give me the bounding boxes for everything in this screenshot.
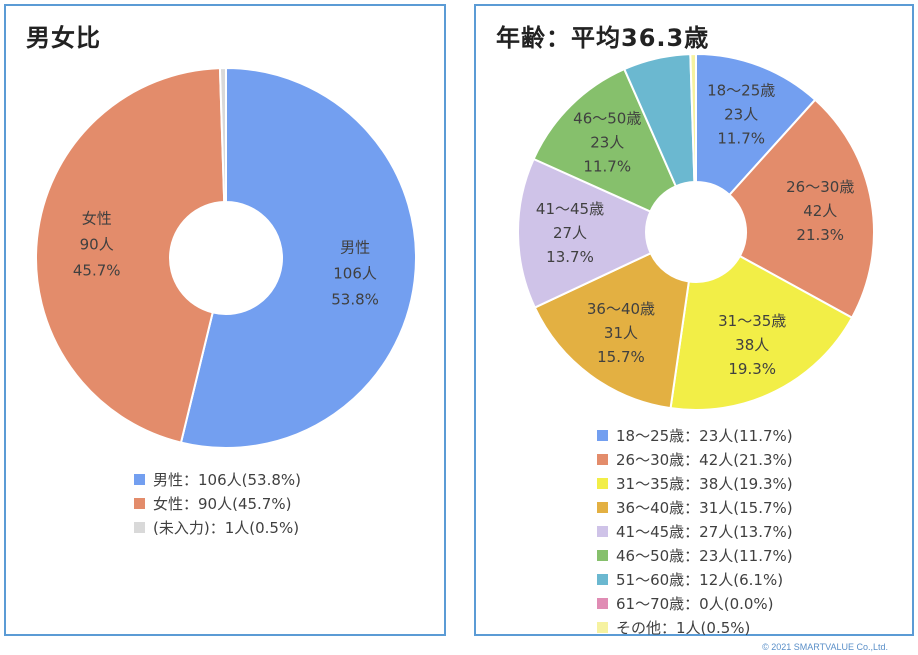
slice-label-name: 46～50歳 bbox=[573, 110, 641, 128]
slice-label-name: 36～40歳 bbox=[587, 300, 655, 318]
slice-label-name: 31～35歳 bbox=[718, 312, 786, 330]
legend-item: その他：1人(0.5%) bbox=[597, 616, 793, 640]
legend-label: 46～50歳：23人(11.7%) bbox=[616, 547, 793, 565]
legend-item: 36～40歳：31人(15.7%) bbox=[597, 496, 793, 520]
legend-swatch bbox=[597, 574, 608, 585]
slice-label-count: 23人 bbox=[724, 105, 758, 123]
slice-label-count: 106人 bbox=[333, 265, 377, 283]
legend-swatch bbox=[134, 474, 145, 485]
gender-legend: 男性：106人(53.8%) 女性：90人(45.7%) (未入力)：1人(0.5%… bbox=[134, 468, 301, 540]
legend-item: 26～30歳：42人(21.3%) bbox=[597, 448, 793, 472]
slice-label-percent: 45.7% bbox=[73, 262, 121, 280]
pie-slice bbox=[689, 52, 697, 184]
legend-item: 男性：106人(53.8%) bbox=[134, 468, 301, 492]
legend-item: (未入力)：1人(0.5%) bbox=[134, 516, 301, 540]
legend-label: 26～30歳：42人(21.3%) bbox=[616, 451, 793, 469]
legend-item: 18～25歳：23人(11.7%) bbox=[597, 424, 793, 448]
legend-swatch bbox=[134, 498, 145, 509]
pie-slice bbox=[533, 251, 690, 410]
legend-swatch bbox=[597, 598, 608, 609]
legend-label: 51～60歳：12人(6.1%) bbox=[616, 571, 784, 589]
legend-swatch bbox=[134, 522, 145, 533]
legend-item: 41～45歳：27人(13.7%) bbox=[597, 520, 793, 544]
legend-item: 31～35歳：38人(19.3%) bbox=[597, 472, 793, 496]
pie-slice bbox=[532, 67, 678, 213]
legend-swatch bbox=[597, 622, 608, 633]
pie-slice bbox=[35, 67, 226, 444]
gender-chart-panel: 男女比 男性 106人 53.8% 女性 90人 45.7% 男性：106人(53.8%)… bbox=[4, 4, 446, 636]
legend-label: 男性：106人(53.8%) bbox=[153, 471, 301, 489]
legend-swatch bbox=[597, 526, 608, 537]
slice-label-percent: 53.8% bbox=[331, 291, 379, 309]
slice-label-count: 31人 bbox=[604, 324, 638, 342]
copyright-text: © 2021 SMARTVALUE Co.,Ltd. bbox=[762, 642, 888, 652]
age-donut-chart: 18～25歳 23人 11.7% 26～30歳 42人 21.3% 31～35歳 38人 19.… bbox=[517, 52, 875, 411]
legend-swatch bbox=[597, 478, 608, 489]
slice-label-percent: 21.3% bbox=[796, 226, 844, 244]
slice-label-percent: 19.3% bbox=[728, 360, 776, 378]
legend-label: 31～35歳：38人(19.3%) bbox=[616, 475, 793, 493]
gender-chart-title: 男女比 bbox=[26, 24, 101, 52]
slice-label-count: 38人 bbox=[735, 336, 769, 354]
age-legend: 18～25歳：23人(11.7%) 26～30歳：42人(21.3%) 31～35歳… bbox=[597, 424, 793, 640]
slice-label-name: 女性 bbox=[82, 210, 112, 228]
pie-slice bbox=[517, 157, 653, 309]
legend-label: 女性：90人(45.7%) bbox=[153, 495, 292, 513]
slice-label-percent: 15.7% bbox=[597, 348, 645, 366]
slice-label-name: 41～45歳 bbox=[536, 200, 604, 218]
pie-slice bbox=[728, 98, 875, 320]
slice-label-name: 26～30歳 bbox=[786, 178, 854, 196]
slice-label-count: 42人 bbox=[803, 202, 837, 220]
legend-item: 46～50歳：23人(11.7%) bbox=[597, 544, 793, 568]
legend-label: 61～70歳：0人(0.0%) bbox=[616, 595, 774, 613]
legend-label: (未入力)：1人(0.5%) bbox=[153, 519, 300, 537]
age-chart-title: 年齢：平均36.3歳 bbox=[496, 24, 710, 52]
pie-slice bbox=[669, 254, 854, 411]
pie-slice bbox=[179, 66, 417, 449]
legend-swatch bbox=[597, 430, 608, 441]
legend-swatch bbox=[597, 550, 608, 561]
legend-swatch bbox=[597, 502, 608, 513]
slice-label-name: 男性 bbox=[340, 239, 370, 257]
slice-label-percent: 11.7% bbox=[717, 129, 765, 147]
pie-slice bbox=[695, 52, 817, 197]
legend-item: 61～70歳：0人(0.0%) bbox=[597, 592, 793, 616]
legend-label: その他：1人(0.5%) bbox=[616, 619, 751, 637]
slice-label-percent: 11.7% bbox=[583, 158, 631, 176]
legend-swatch bbox=[597, 454, 608, 465]
slice-label-count: 23人 bbox=[590, 134, 624, 152]
slice-label-count: 27人 bbox=[553, 224, 587, 242]
slice-label-percent: 13.7% bbox=[546, 248, 594, 266]
age-chart-panel: 年齢：平均36.3歳 18～25歳 23人 11.7% 26～30歳 42人 21.3% 3… bbox=[474, 4, 914, 637]
legend-label: 41～45歳：27人(13.7%) bbox=[616, 523, 793, 541]
legend-label: 18～25歳：23人(11.7%) bbox=[616, 427, 793, 445]
pie-slice bbox=[218, 66, 227, 204]
legend-item: 51～60歳：12人(6.1%) bbox=[597, 568, 793, 592]
legend-item: 女性：90人(45.7%) bbox=[134, 492, 301, 516]
slice-label-name: 18～25歳 bbox=[707, 81, 775, 99]
slice-label-count: 90人 bbox=[80, 236, 114, 254]
gender-donut-chart: 男性 106人 53.8% 女性 90人 45.7% bbox=[35, 66, 417, 449]
legend-label: 36～40歳：31人(15.7%) bbox=[616, 499, 793, 517]
